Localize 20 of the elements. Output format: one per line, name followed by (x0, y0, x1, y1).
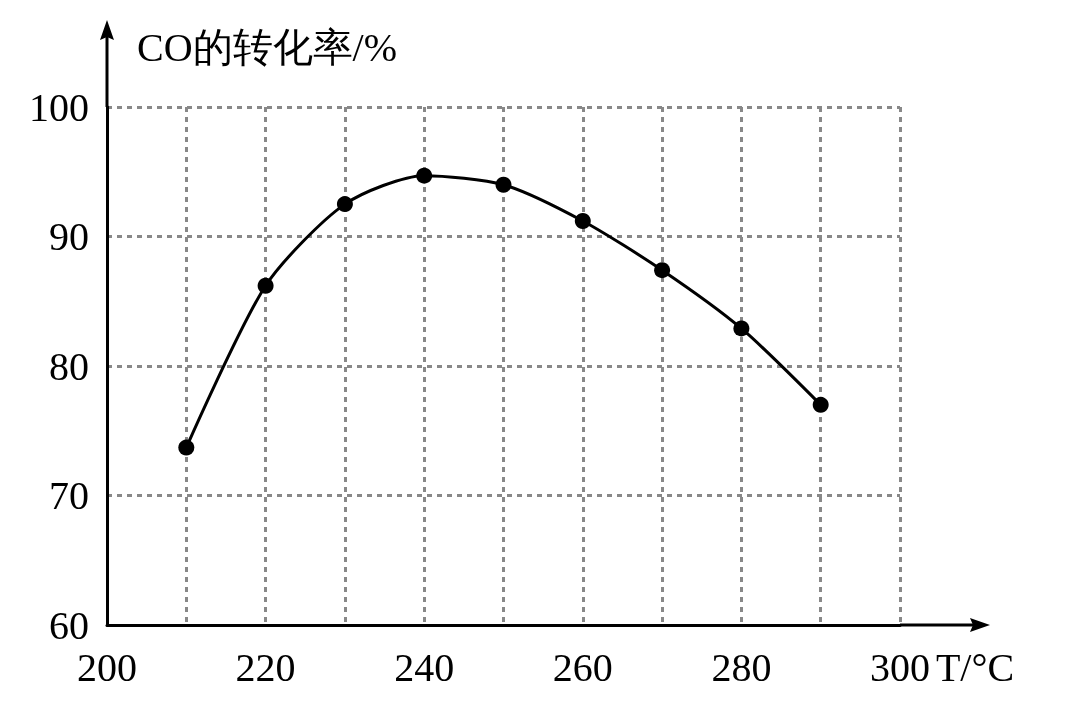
point (495, 176, 512, 193)
x-tick-label: 220 (235, 644, 296, 690)
x-tick-label: 260 (552, 644, 613, 690)
y-tick-label: 90 (49, 214, 89, 259)
point (336, 196, 353, 213)
point (416, 167, 433, 184)
x-tick-label: 240 (394, 644, 455, 690)
point (733, 320, 750, 337)
point (178, 439, 195, 456)
y-tick-label: 100 (29, 84, 89, 130)
point (257, 277, 274, 294)
x-tick-label: 300 (870, 644, 930, 690)
x-tick-label: 280 (711, 644, 772, 690)
x-axis-title: T/°C (935, 644, 1015, 690)
y-tick-label: 70 (49, 473, 89, 518)
y-tick-label: 80 (49, 343, 89, 389)
point (654, 262, 671, 279)
point (574, 212, 591, 229)
point (812, 396, 829, 413)
y-axis-title: CO的转化率/% (137, 24, 397, 70)
